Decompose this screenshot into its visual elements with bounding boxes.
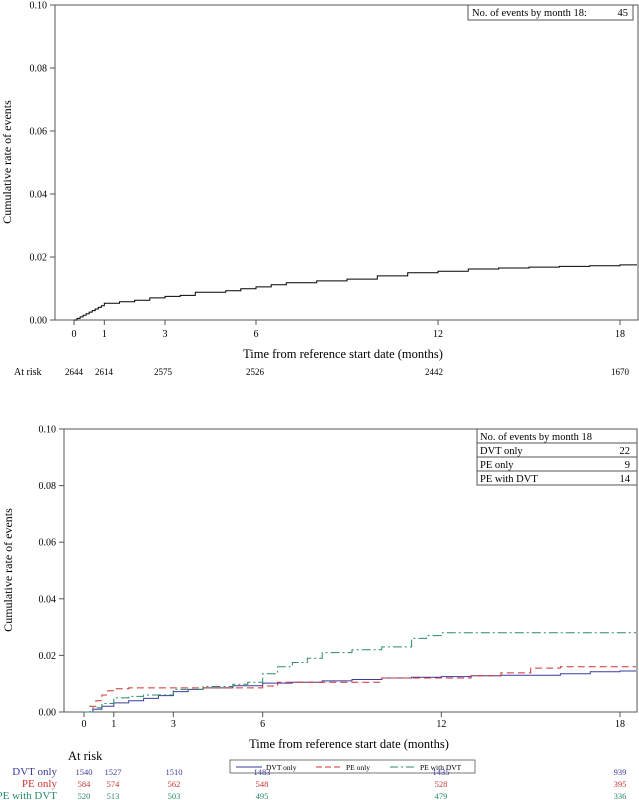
at-risk-row-label: PE only (22, 778, 58, 790)
at-risk-value: 513 (107, 791, 120, 800)
at-risk-value: 1670 (611, 367, 630, 377)
y-ticks-bottom: 0.00 0.02 0.04 0.06 0.08 0.10 (39, 425, 64, 719)
at-risk-value: 1510 (166, 767, 183, 777)
series-legend (229, 759, 476, 774)
y-tick-label: 0.04 (39, 594, 57, 605)
at-risk-value: 548 (256, 779, 269, 789)
y-tick-label: 0.06 (39, 538, 57, 549)
series-line-pe-only (84, 666, 636, 713)
y-tick-label: 0.10 (30, 1, 48, 12)
at-risk-value: 1435 (433, 767, 450, 777)
y-tick-label: 0.02 (30, 253, 48, 264)
at-risk-value: 495 (256, 791, 269, 800)
events-box-row-label: PE with DVT (480, 474, 538, 485)
x-tick-label: 0 (72, 329, 77, 340)
x-tick-label: 1 (111, 719, 116, 730)
xlabel-top: Time from reference start date (months) (243, 347, 443, 361)
events-box-label-top: No. of events by month 18: (472, 8, 587, 19)
y-tick-label: 0.00 (30, 316, 48, 327)
at-risk-value: 520 (78, 791, 91, 800)
x-tick-label: 0 (82, 719, 87, 730)
events-box-row-value: 22 (620, 446, 631, 457)
y-tick-label: 0.02 (39, 651, 57, 662)
y-tick-label: 0.10 (39, 425, 57, 436)
chart-top: Cumulative rate of events Time from refe… (0, 1, 639, 378)
at-risk-label-bottom: At risk (68, 749, 103, 763)
plot-frame-top (54, 4, 639, 321)
x-tick-label: 18 (615, 719, 625, 730)
at-risk-value: 574 (107, 779, 121, 789)
at-risk-value: 2614 (95, 367, 114, 377)
at-risk-value: 1483 (254, 767, 271, 777)
at-risk-row-label: PE with DVT (0, 790, 57, 800)
x-ticks-bottom: 0 1 3 6 12 18 (82, 712, 625, 730)
x-tick-label: 1 (102, 329, 107, 340)
y-tick-label: 0.00 (39, 708, 57, 719)
at-risk-value: 2526 (246, 367, 265, 377)
x-tick-label: 6 (254, 329, 259, 340)
x-tick-label: 12 (433, 329, 443, 340)
ylabel-bottom: Cumulative rate of events (1, 508, 15, 632)
y-tick-label: 0.08 (39, 481, 57, 492)
x-tick-label: 6 (260, 719, 265, 730)
at-risk-value: 1540 (76, 767, 93, 777)
at-risk-value: 336 (614, 791, 627, 800)
events-box-row-value: 14 (620, 474, 631, 485)
at-risk-value: 479 (435, 791, 448, 800)
events-box-top (467, 4, 634, 21)
at-risk-value: 562 (168, 779, 181, 789)
ylabel-top: Cumulative rate of events (0, 100, 14, 224)
at-risk-value: 503 (168, 791, 181, 800)
x-ticks-top: 0 1 3 6 12 18 (72, 320, 625, 340)
x-tick-label: 3 (163, 329, 168, 340)
y-ticks-top: 0.00 0.02 0.04 0.06 0.08 0.10 (30, 1, 55, 327)
at-risk-values-bottom: DVT only 1540 1527 1510 1483 1435 939 PE only 58… (0, 766, 626, 800)
events-box-header-bottom: No. of events by month 18 (480, 432, 592, 443)
series-top (74, 264, 637, 321)
at-risk-value: 2575 (154, 367, 173, 377)
legend-label-dvt: DVT only (266, 763, 297, 772)
at-risk-value: 2644 (65, 367, 84, 377)
chart-bottom: Cumulative rate of events Time from refe… (0, 425, 638, 800)
at-risk-label-top: At risk (14, 367, 42, 378)
at-risk-value: 939 (614, 767, 627, 777)
events-box-row-label: PE only (480, 460, 514, 471)
at-risk-value: 584 (78, 779, 92, 789)
series-line-pe-with-dvt (84, 632, 636, 713)
series-line-all (74, 264, 637, 321)
at-risk-value: 2442 (425, 367, 443, 377)
events-box-value-top: 45 (618, 8, 629, 19)
x-tick-label: 12 (436, 719, 446, 730)
series-line-dvt-only (84, 670, 636, 713)
at-risk-value: 528 (435, 779, 448, 789)
y-tick-label: 0.04 (30, 190, 48, 201)
y-tick-label: 0.08 (30, 64, 48, 75)
at-risk-values-top: 2644 2614 2575 2526 2442 1670 (65, 367, 630, 377)
series-bottom (84, 632, 636, 713)
y-tick-label: 0.06 (30, 127, 48, 138)
xlabel-bottom: Time from reference start date (months) (249, 737, 449, 751)
at-risk-value: 1527 (105, 767, 122, 777)
legend-label-pedvt: PE with DVT (420, 763, 462, 772)
x-tick-label: 18 (615, 329, 625, 340)
events-box-row-value: 9 (625, 460, 630, 471)
plot-frame-bottom (63, 428, 638, 713)
x-tick-label: 3 (171, 719, 176, 730)
at-risk-row-label: DVT only (12, 766, 57, 778)
events-box-row-label: DVT only (480, 446, 523, 457)
at-risk-value: 395 (614, 779, 627, 789)
legend-label-pe: PE only (346, 763, 370, 772)
